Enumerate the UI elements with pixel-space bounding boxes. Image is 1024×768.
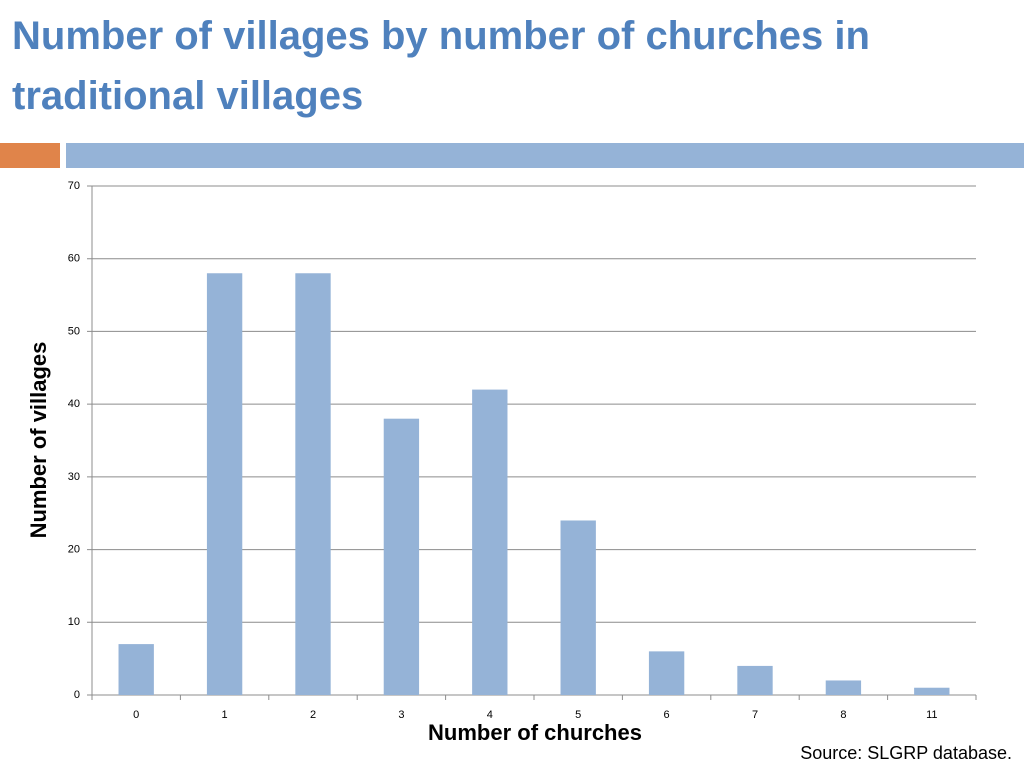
accent-bar [0, 143, 60, 168]
y-tick-label: 50 [68, 325, 80, 337]
x-tick-label: 3 [398, 709, 404, 721]
x-tick-label: 11 [926, 709, 937, 721]
bar [737, 665, 773, 695]
source-note: Source: SLGRP database. [800, 743, 1012, 763]
y-tick-label: 60 [68, 253, 80, 265]
x-axis-title: Number of churches [428, 720, 642, 745]
y-axis-title: Number of villages [26, 342, 51, 539]
y-tick-label: 30 [68, 471, 80, 483]
x-tick-label: 0 [133, 709, 139, 721]
x-tick-label: 6 [664, 709, 670, 721]
y-tick-label: 0 [74, 689, 80, 701]
header-bar [66, 143, 1024, 168]
x-tick-label: 1 [222, 709, 228, 721]
y-tick-label: 20 [68, 543, 80, 555]
x-tick-label: 8 [840, 709, 846, 721]
bar [295, 273, 331, 695]
bar [560, 520, 596, 695]
x-tick-label: 5 [575, 709, 581, 721]
bar [383, 418, 420, 695]
bar [914, 687, 950, 695]
y-tick-label: 70 [68, 180, 80, 192]
x-tick-label: 4 [487, 709, 493, 721]
bar [118, 644, 154, 695]
y-tick-label: 10 [68, 616, 80, 628]
y-tick-label: 40 [68, 398, 80, 410]
bar [206, 273, 243, 695]
x-tick-label: 7 [752, 709, 758, 721]
slide-title: Number of villages by number of churches… [12, 14, 870, 118]
bar [648, 651, 685, 695]
bar [472, 389, 508, 695]
x-tick-label: 2 [310, 709, 316, 721]
bar [825, 680, 862, 695]
